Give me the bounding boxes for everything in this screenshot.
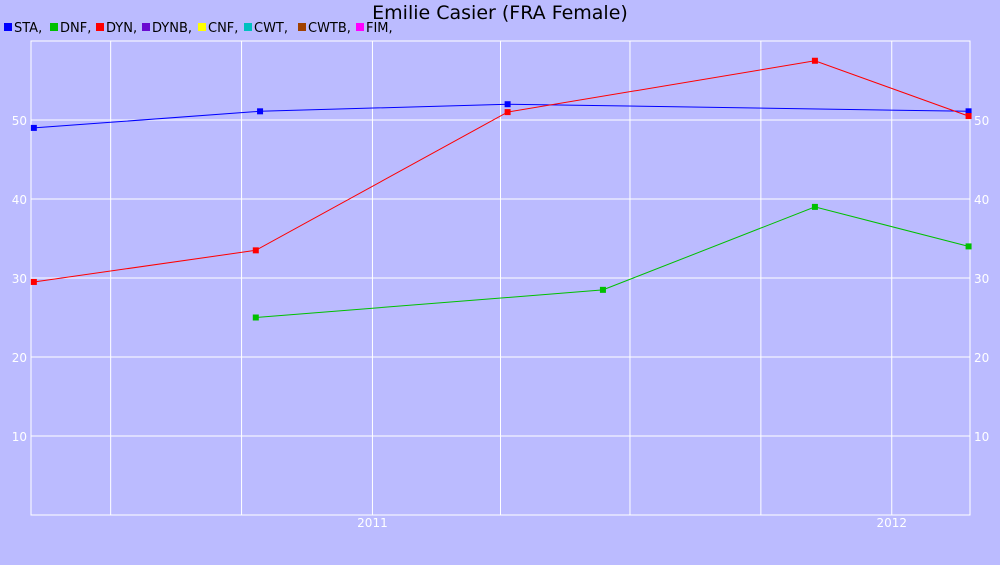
data-point-sta[interactable] <box>30 124 37 131</box>
data-point-dnf[interactable] <box>599 286 606 293</box>
data-point-dnf[interactable] <box>252 314 259 321</box>
legend: STA, DNF, DYN, DYNB, CNF, CWT, CWTB, FIM, <box>4 21 393 36</box>
data-point-sta[interactable] <box>504 101 511 108</box>
legend-label: CWT, <box>254 21 288 36</box>
legend-label: FIM, <box>366 21 393 36</box>
legend-label: DYNB, <box>152 21 192 36</box>
data-point-dyn[interactable] <box>811 57 818 64</box>
data-point-dnf[interactable] <box>811 203 818 210</box>
series-sta <box>30 101 972 131</box>
y-tick-label-right: 10 <box>974 430 989 444</box>
legend-swatch <box>4 23 12 31</box>
series-layer <box>30 57 972 321</box>
legend-label: DYN, <box>106 21 137 36</box>
y-tick-label-left: 40 <box>12 193 27 207</box>
y-tick-label-left: 30 <box>12 272 27 286</box>
data-point-sta[interactable] <box>257 108 264 115</box>
data-point-dyn[interactable] <box>252 247 259 254</box>
legend-swatch <box>50 23 58 31</box>
x-tick-label: 2011 <box>357 516 388 530</box>
legend-swatch <box>356 23 364 31</box>
legend-label: DNF, <box>60 21 91 36</box>
x-tick-label: 2012 <box>876 516 907 530</box>
data-point-sta[interactable] <box>965 108 972 115</box>
series-line-dnf <box>255 206 969 318</box>
y-tick-label-left: 10 <box>12 430 27 444</box>
legend-swatch <box>298 23 306 31</box>
legend-label: CWTB, <box>308 21 351 36</box>
legend-label: STA, <box>14 21 42 36</box>
legend-swatch <box>142 23 150 31</box>
data-point-dnf[interactable] <box>965 243 972 250</box>
series-dnf <box>252 203 972 321</box>
gridlines <box>31 41 970 515</box>
chart-title: Emilie Casier (FRA Female) <box>372 2 628 24</box>
y-tick-label-left: 20 <box>12 351 27 365</box>
y-tick-label-left: 50 <box>12 114 27 128</box>
legend-label: CNF, <box>208 21 238 36</box>
series-dyn <box>30 57 972 285</box>
data-point-dyn[interactable] <box>504 109 511 116</box>
series-line-sta <box>33 103 969 129</box>
y-tick-label-right: 40 <box>974 193 989 207</box>
data-point-dyn[interactable] <box>30 278 37 285</box>
data-point-dyn[interactable] <box>965 113 972 120</box>
legend-swatch <box>244 23 252 31</box>
y-tick-label-right: 20 <box>974 351 989 365</box>
y-tick-label-right: 30 <box>974 272 989 286</box>
y-tick-label-right: 50 <box>974 114 989 128</box>
axes: 10 10 20 20 30 30 40 40 50 50 2011 2012 <box>12 114 990 530</box>
legend-swatch <box>198 23 206 31</box>
legend-swatch <box>96 23 104 31</box>
